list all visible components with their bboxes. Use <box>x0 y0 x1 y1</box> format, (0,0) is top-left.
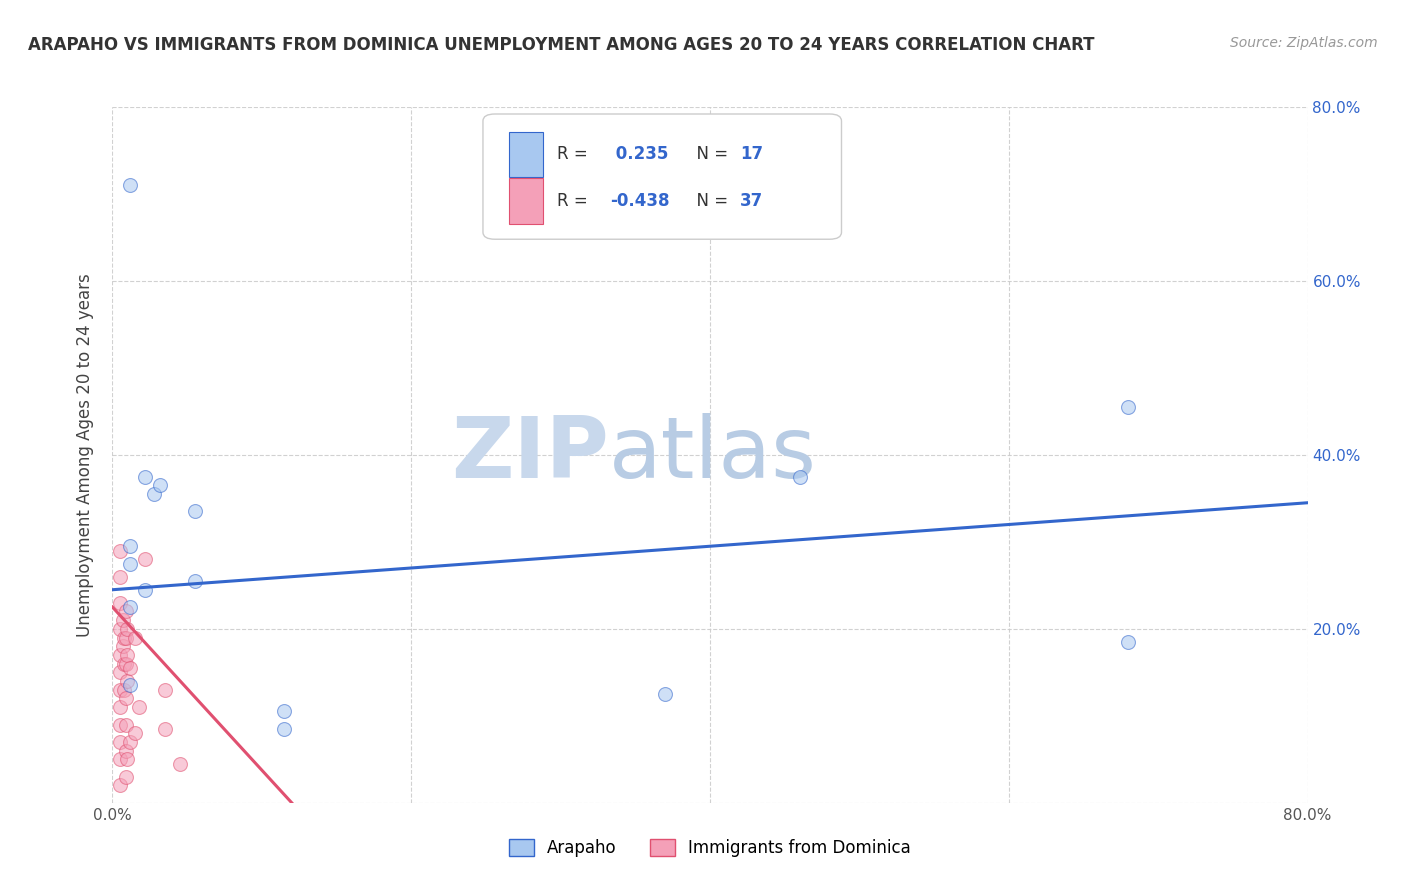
Point <box>108 682 131 697</box>
Point <box>114 657 135 671</box>
Point <box>134 582 156 597</box>
Point <box>120 735 142 749</box>
Point <box>111 613 134 627</box>
FancyBboxPatch shape <box>484 114 842 239</box>
Point <box>134 469 156 483</box>
Legend: Arapaho, Immigrants from Dominica: Arapaho, Immigrants from Dominica <box>502 832 918 864</box>
Point <box>108 543 131 558</box>
Point <box>153 682 176 697</box>
Text: 0.235: 0.235 <box>610 145 668 163</box>
Text: ARAPAHO VS IMMIGRANTS FROM DOMINICA UNEMPLOYMENT AMONG AGES 20 TO 24 YEARS CORRE: ARAPAHO VS IMMIGRANTS FROM DOMINICA UNEM… <box>28 36 1095 54</box>
Point <box>115 605 138 619</box>
Point <box>153 722 176 736</box>
Point <box>115 744 138 758</box>
Point <box>124 631 146 645</box>
Point <box>120 600 142 615</box>
Text: Source: ZipAtlas.com: Source: ZipAtlas.com <box>1230 36 1378 50</box>
Point <box>114 631 135 645</box>
Y-axis label: Unemployment Among Ages 20 to 24 years: Unemployment Among Ages 20 to 24 years <box>76 273 94 637</box>
Point <box>108 665 131 680</box>
Point <box>128 700 150 714</box>
Point <box>124 726 146 740</box>
Point <box>108 622 131 636</box>
Point <box>183 574 205 588</box>
Point <box>115 717 138 731</box>
Text: ZIP: ZIP <box>451 413 609 497</box>
Point <box>108 778 131 793</box>
Point <box>1118 635 1140 649</box>
Point <box>115 691 138 706</box>
Point <box>117 752 139 766</box>
Text: -0.438: -0.438 <box>610 192 669 210</box>
Point <box>789 469 811 483</box>
Point <box>115 770 138 784</box>
Text: atlas: atlas <box>609 413 817 497</box>
Text: N =: N = <box>686 192 734 210</box>
FancyBboxPatch shape <box>509 178 543 224</box>
Point <box>273 705 295 719</box>
Point <box>169 756 191 771</box>
Point <box>108 648 131 662</box>
Text: N =: N = <box>686 145 734 163</box>
Text: R =: R = <box>557 192 593 210</box>
Text: R =: R = <box>557 145 593 163</box>
Point <box>654 687 676 701</box>
Point <box>117 622 139 636</box>
Point <box>108 700 131 714</box>
Point <box>120 557 142 571</box>
Text: 37: 37 <box>740 192 763 210</box>
Point <box>120 661 142 675</box>
Text: 17: 17 <box>740 145 763 163</box>
Point <box>111 639 134 653</box>
Point <box>117 648 139 662</box>
Point <box>143 487 166 501</box>
Point <box>108 752 131 766</box>
Point <box>115 631 138 645</box>
Point <box>120 178 142 193</box>
Point <box>117 674 139 689</box>
Point <box>120 539 142 553</box>
FancyBboxPatch shape <box>509 132 543 177</box>
Point <box>108 596 131 610</box>
Point <box>149 478 172 492</box>
Point <box>108 717 131 731</box>
Point <box>115 657 138 671</box>
Point <box>183 504 205 518</box>
Point <box>108 735 131 749</box>
Point <box>114 682 135 697</box>
Point <box>273 722 295 736</box>
Point <box>120 678 142 692</box>
Point <box>134 552 156 566</box>
Point <box>1118 400 1140 414</box>
Point <box>108 570 131 584</box>
